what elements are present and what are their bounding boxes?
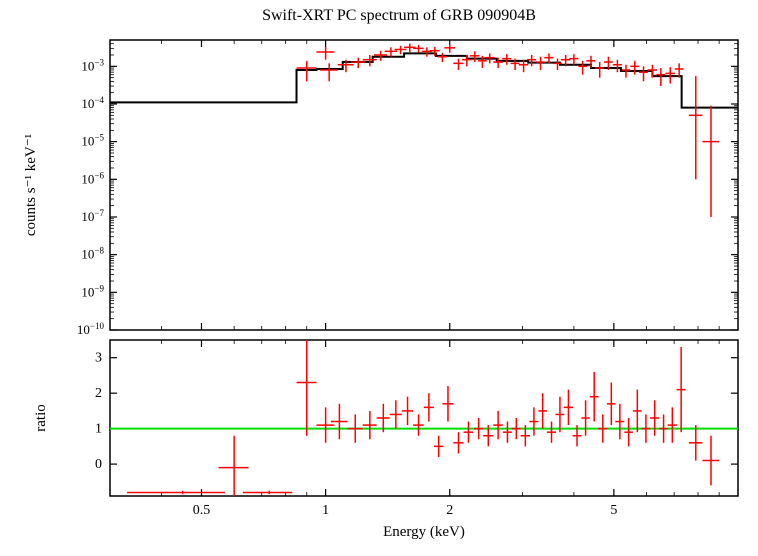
ytick-label: 10−10 [77, 321, 105, 337]
ytick-label: 10−9 [81, 283, 104, 299]
ytick-label: 3 [95, 351, 102, 366]
xtick-label: 1 [322, 503, 329, 518]
ytick-label: 10−5 [81, 133, 104, 149]
ytick-label: 1 [95, 422, 102, 437]
chart-title: Swift-XRT PC spectrum of GRB 090904B [262, 7, 536, 24]
chart-container: Swift-XRT PC spectrum of GRB 090904B 10−1… [0, 0, 758, 556]
ytick-label: 10−4 [81, 95, 104, 111]
ytick-label: 2 [95, 386, 102, 401]
xlabel: Energy (keV) [383, 524, 465, 540]
bottom-panel-frame [110, 340, 738, 496]
spectrum-chart: Swift-XRT PC spectrum of GRB 090904B 10−1… [0, 0, 758, 556]
xtick-label: 2 [446, 503, 453, 518]
top-ylabel: counts s⁻¹ keV⁻¹ [23, 134, 39, 236]
top-panel-frame [110, 40, 738, 330]
ytick-label: 10−7 [81, 208, 104, 224]
xtick-label: 5 [610, 503, 617, 518]
bottom-ylabel: ratio [33, 404, 49, 432]
ytick-label: 10−8 [81, 246, 104, 262]
bottom-panel-content [110, 329, 738, 499]
ytick-label: 0 [95, 457, 102, 472]
xtick-label: 0.5 [193, 503, 211, 518]
top-panel-content [110, 44, 738, 217]
ytick-label: 10−6 [81, 170, 104, 186]
ytick-label: 10−3 [81, 57, 104, 73]
